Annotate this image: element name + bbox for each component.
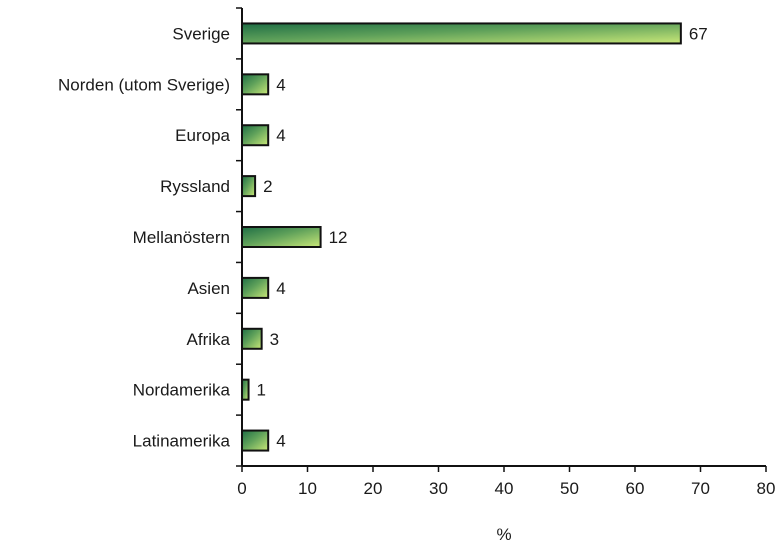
x-tick-label: 60 [626, 479, 645, 498]
bar [241, 175, 257, 198]
bar [241, 22, 682, 45]
data-label: 4 [276, 75, 285, 94]
bar [241, 73, 270, 96]
x-tick-label: 0 [237, 479, 246, 498]
category-label: Afrika [187, 330, 231, 349]
plot-area: 0 10 20 30 40 50 60 70 80 Sverige 67 Norden (utom S… [58, 7, 776, 498]
bar [241, 124, 270, 147]
data-label: 4 [276, 126, 285, 145]
category-label: Nordamerika [133, 381, 231, 400]
x-tick-label: 20 [364, 479, 383, 498]
data-label: 1 [257, 381, 266, 400]
bar [241, 276, 270, 299]
x-axis-title: % [496, 525, 511, 544]
bar [241, 226, 322, 248]
x-tick-label: 40 [495, 479, 514, 498]
x-tick-label: 50 [560, 479, 579, 498]
data-label: 4 [276, 432, 285, 451]
bar [241, 378, 250, 401]
category-label: Sverige [172, 24, 230, 43]
category-label: Mellanöstern [133, 228, 230, 247]
data-label: 4 [276, 279, 285, 298]
data-label: 3 [270, 330, 279, 349]
data-label: 67 [689, 24, 708, 43]
x-tick-label: 10 [298, 479, 317, 498]
x-tick-label: 80 [757, 479, 776, 498]
bar [241, 327, 263, 350]
category-label: Ryssland [160, 177, 230, 196]
x-tick-label: 70 [691, 479, 710, 498]
category-label: Latinamerika [133, 432, 231, 451]
category-label: Norden (utom Sverige) [58, 75, 230, 94]
category-label: Asien [187, 279, 230, 298]
x-tick-label: 30 [429, 479, 448, 498]
category-label: Europa [175, 126, 230, 145]
data-label: 12 [329, 228, 348, 247]
data-label: 2 [263, 177, 272, 196]
bar [241, 429, 270, 452]
